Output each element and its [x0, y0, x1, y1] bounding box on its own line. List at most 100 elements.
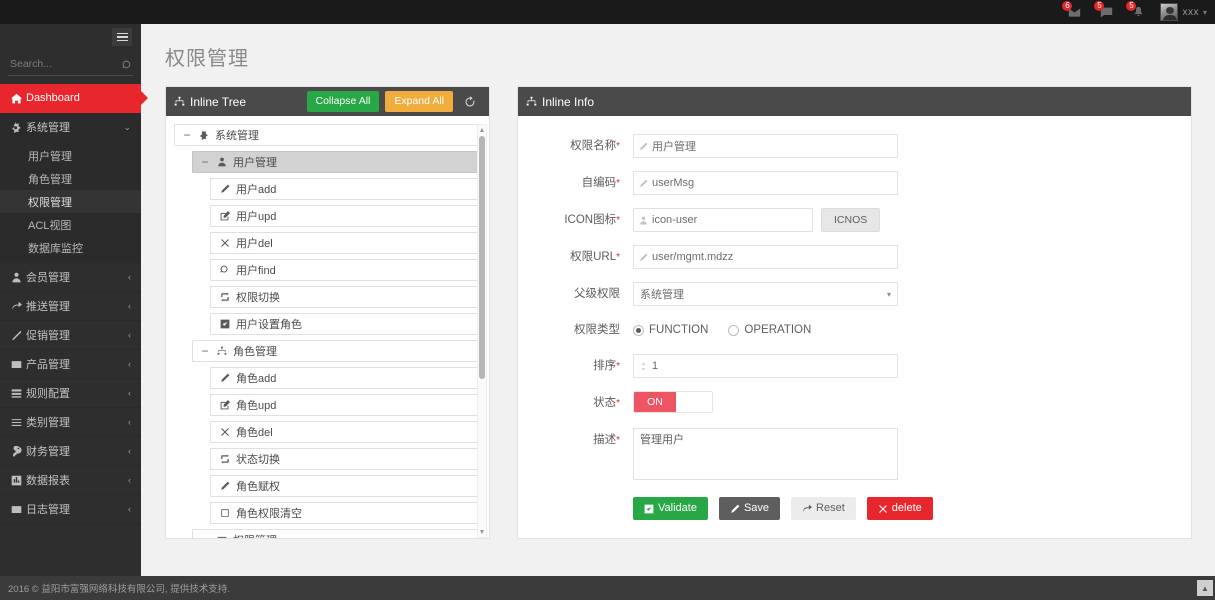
expand-all-button[interactable]: Expand All	[385, 91, 453, 112]
tree-node[interactable]: 角色del	[210, 421, 481, 443]
radio-function[interactable]: FUNCTION	[633, 324, 708, 336]
tree-node[interactable]: 角色权限清空	[210, 502, 481, 524]
desc-label: 描述*	[593, 434, 620, 446]
form-row-name: 权限名称*	[518, 134, 1173, 159]
sidebar-item-member[interactable]: 会员管理 ‹	[0, 263, 141, 292]
icon-input[interactable]	[652, 209, 812, 231]
desc-textarea[interactable]: 管理用户	[633, 428, 898, 480]
name-input[interactable]	[652, 135, 897, 157]
url-input-wrap[interactable]	[633, 245, 898, 269]
tree-node[interactable]: 角色upd	[210, 394, 481, 416]
tree-node-label: 角色del	[236, 427, 273, 439]
square-icon	[217, 508, 232, 518]
sidebar-item-dashboard[interactable]: Dashboard	[0, 84, 141, 113]
refresh-icon[interactable]	[459, 91, 481, 113]
sidebar-search[interactable]	[8, 52, 133, 76]
tree-node[interactable]: − 用户管理	[192, 151, 481, 173]
user-icon	[11, 272, 26, 283]
icnos-button[interactable]: ICNOS	[821, 208, 881, 232]
sidebar-item-push[interactable]: 推送管理 ‹	[0, 292, 141, 321]
radio-operation[interactable]: OPERATION	[728, 324, 811, 336]
type-radio-group: FUNCTION OPERATION	[633, 318, 1173, 342]
alerts-button[interactable]: 5	[1122, 0, 1154, 24]
sidebar-item-finance[interactable]: 财务管理 ‹	[0, 437, 141, 466]
chevron-down-icon: ▾	[886, 289, 891, 299]
messages-button[interactable]: 6	[1058, 0, 1090, 24]
scroll-to-top-button[interactable]: ▲	[1197, 580, 1213, 596]
list-icon	[214, 535, 229, 538]
code-input[interactable]	[652, 172, 897, 194]
radio-dot	[633, 324, 644, 336]
tree-node[interactable]: − 角色管理	[192, 340, 481, 362]
tree-scrollbar[interactable]: ▲ ▼	[477, 124, 487, 538]
scrollbar-thumb[interactable]	[479, 136, 485, 379]
tree-node[interactable]: 用户find	[210, 259, 481, 281]
tree-node-label: 角色赋权	[236, 481, 280, 493]
sidebar-item-promotion[interactable]: 促销管理 ‹	[0, 321, 141, 350]
tree-node[interactable]: 用户upd	[210, 205, 481, 227]
tree-node[interactable]: 用户add	[210, 178, 481, 200]
tree-node[interactable]: − 系统管理	[174, 124, 481, 146]
collapse-all-button[interactable]: Collapse All	[306, 91, 380, 112]
name-input-wrap[interactable]	[633, 134, 898, 158]
retweet-icon	[217, 292, 232, 302]
collapse-toggle-icon[interactable]: −	[201, 344, 209, 358]
tree-node[interactable]: 角色赋权	[210, 475, 481, 497]
tree-node[interactable]: 角色add	[210, 367, 481, 389]
hamburger-menu-icon[interactable]	[112, 28, 132, 46]
comments-button[interactable]: 5	[1090, 0, 1122, 24]
form-action-buttons: Validate Save Reset	[633, 497, 1173, 520]
status-toggle-on-label: ON	[634, 392, 676, 412]
parent-select[interactable]: 系统管理 ▾	[633, 282, 898, 306]
tree-node-label: 用户add	[236, 184, 277, 196]
url-input[interactable]	[652, 246, 897, 268]
icon-input-wrap[interactable]	[633, 208, 813, 232]
tree-node-label: 角色upd	[236, 400, 277, 412]
sidebar-item-reports[interactable]: 数据报表 ‹	[0, 466, 141, 495]
user-menu[interactable]: xxx ▾	[1154, 0, 1215, 24]
chart-icon	[11, 475, 26, 486]
sidebar-item-category[interactable]: 类别管理 ‹	[0, 408, 141, 437]
sidebar-item-rules[interactable]: 规则配置 ‹	[0, 379, 141, 408]
sidebar-subitem-permission-mgmt[interactable]: 权限管理	[0, 190, 141, 213]
code-input-wrap[interactable]	[633, 171, 898, 195]
collapse-toggle-icon[interactable]: −	[199, 533, 211, 538]
sidebar-subitem-user-mgmt[interactable]: 用户管理	[28, 150, 72, 163]
sidebar-item-system[interactable]: 系统管理 ⌄	[0, 113, 141, 142]
username-label: xxx	[1182, 6, 1199, 18]
sidebar-subitem-db-monitor[interactable]: 数据库监控	[28, 242, 83, 255]
url-label: 权限URL*	[570, 251, 620, 263]
form-row-parent: 父级权限 系统管理 ▾	[518, 282, 1173, 306]
tree-node[interactable]: 用户设置角色	[210, 313, 481, 335]
form-row-desc: 描述* 管理用户 Validate	[518, 428, 1173, 520]
scroll-up-icon[interactable]: ▲	[478, 126, 486, 134]
tree-node[interactable]: 状态切换	[210, 448, 481, 470]
scroll-down-icon[interactable]: ▼	[478, 528, 486, 536]
tree-node[interactable]: − 权限管理	[192, 529, 481, 538]
delete-button[interactable]: delete	[866, 497, 933, 520]
tree-node[interactable]: 权限切换	[210, 286, 481, 308]
chevron-left-icon: ‹	[128, 272, 131, 282]
panels-container: Inline Tree Collapse All Expand All −	[141, 71, 1215, 539]
type-label: 权限类型	[574, 324, 620, 336]
sidebar-item-product[interactable]: 产品管理 ‹	[0, 350, 141, 379]
sidebar-subitem-role-mgmt[interactable]: 角色管理	[28, 173, 72, 186]
collapse-toggle-icon[interactable]: −	[201, 155, 209, 169]
sidebar-subitem-acl-view[interactable]: ACL视图	[28, 219, 72, 232]
status-toggle[interactable]: ON	[633, 391, 713, 413]
order-input[interactable]	[652, 355, 897, 377]
sidebar-item-logs[interactable]: 日志管理 ‹	[0, 495, 141, 524]
search-input[interactable]	[8, 56, 113, 71]
tree-node[interactable]: 用户del	[210, 232, 481, 254]
sidebar: Dashboard 系统管理 ⌄ 用户管理 角色管理 权限管理 ACL视图 数据…	[0, 24, 141, 600]
save-button[interactable]: Save	[718, 497, 781, 520]
key-icon	[11, 445, 26, 457]
validate-button[interactable]: Validate	[633, 497, 708, 520]
reset-button[interactable]: Reset	[791, 497, 856, 520]
tree-node-label: 角色管理	[233, 346, 277, 358]
search-icon[interactable]	[122, 58, 133, 69]
order-input-wrap[interactable]	[633, 354, 898, 378]
save-button-label: Save	[743, 502, 770, 514]
collapse-toggle-icon[interactable]: −	[183, 128, 191, 142]
